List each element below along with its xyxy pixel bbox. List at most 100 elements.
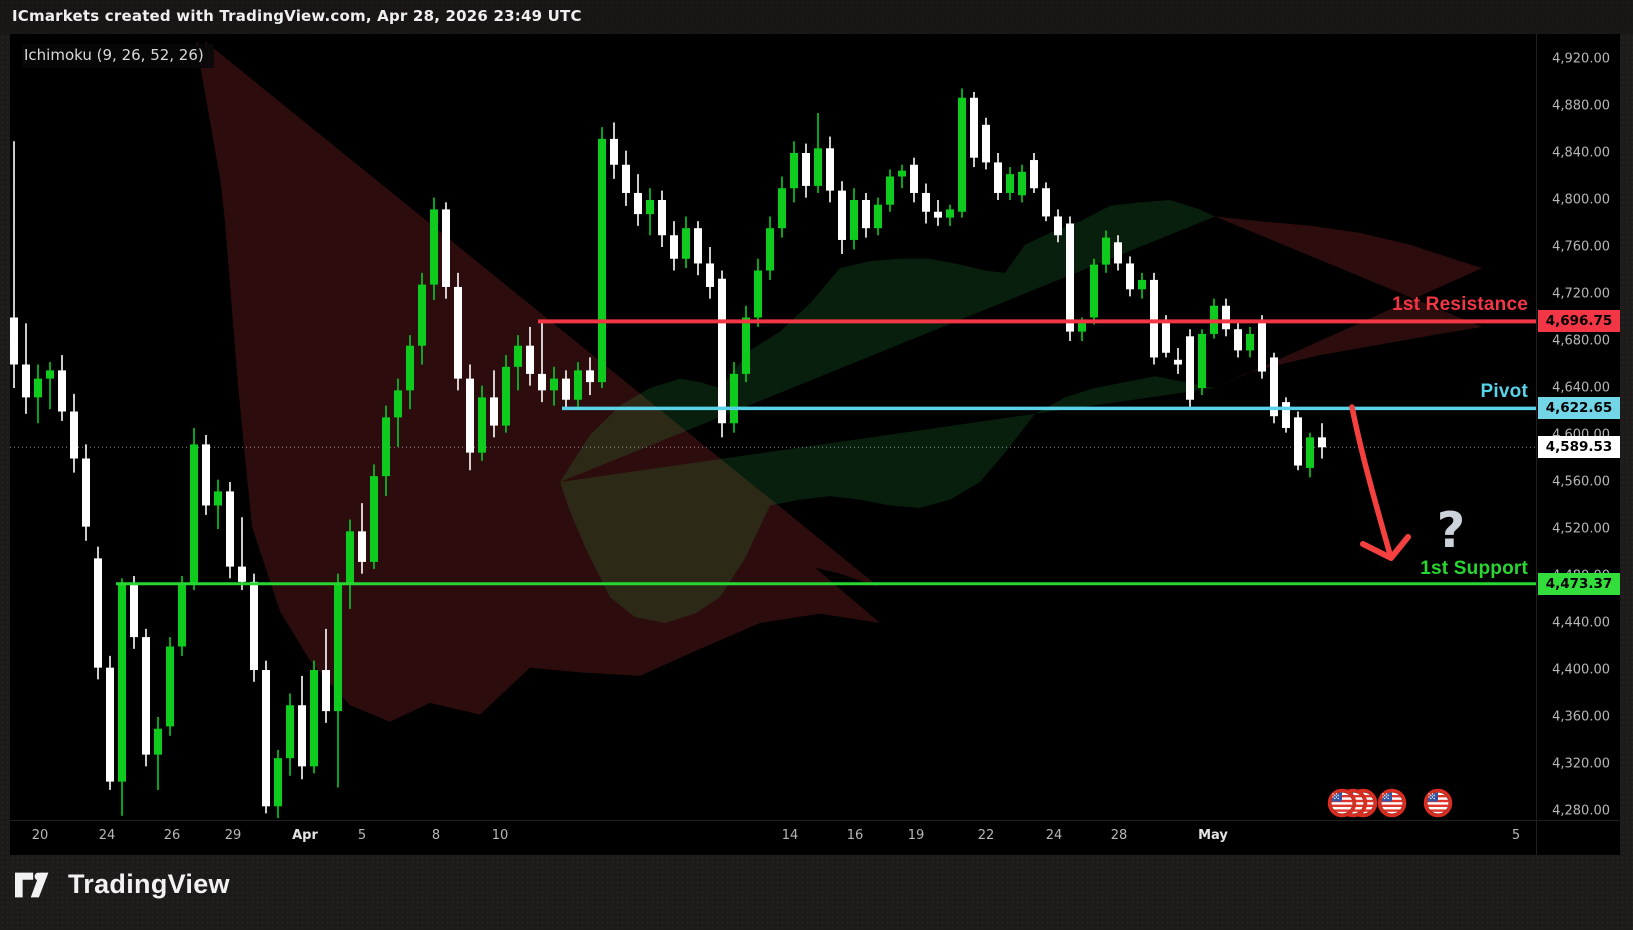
candle-body-down (322, 670, 330, 712)
candle-body-down (838, 190, 846, 240)
candle-body-down (1066, 223, 1074, 332)
candle-body-down (694, 228, 702, 264)
price-tick: 4,640.00 (1552, 380, 1610, 396)
candle-body-up (958, 97, 966, 212)
candle-body-down (1294, 417, 1302, 466)
price-axis-border (1536, 34, 1537, 855)
candle-body-down (70, 411, 78, 459)
candle-body-down (1114, 242, 1122, 264)
candle-body-up (166, 646, 174, 727)
down-arrow-head (1360, 534, 1411, 561)
candle-body-down (622, 164, 630, 193)
candle-body-down (718, 278, 726, 424)
time-tick: May (1198, 828, 1228, 843)
candle-body-up (286, 705, 294, 759)
candle-body-up (1102, 237, 1110, 265)
candle-body-down (22, 364, 30, 398)
support-label[interactable]: 1st Support (1420, 557, 1528, 579)
price-tick: 4,720.00 (1552, 286, 1610, 302)
candle-body-up (1090, 264, 1098, 318)
us-flag-event-icon[interactable] (1327, 788, 1357, 818)
candle-body-up (1138, 279, 1146, 290)
candle-body-down (238, 566, 246, 582)
candle-body-down (466, 378, 474, 453)
price-axis[interactable]: 4,920.00 4,880.00 4,840.00 4,800.00 4,760.00… (1536, 34, 1620, 820)
candle-body-down (1054, 216, 1062, 236)
resistance-label[interactable]: 1st Resistance (1392, 294, 1528, 316)
candle-body-down (58, 370, 66, 412)
candle-body-up (34, 378, 42, 398)
us-flag-event-icon[interactable] (1423, 788, 1453, 818)
candle-body-down (934, 211, 942, 218)
candle-body-down (358, 531, 366, 562)
price-tick: 4,560.00 (1552, 474, 1610, 490)
price-tick: 4,920.00 (1552, 51, 1610, 67)
candle-body-down (94, 558, 102, 668)
candle-body-up (406, 345, 414, 391)
chart-title: ICmarkets created with TradingView.com, … (12, 7, 582, 25)
us-flag-event-icon[interactable] (1377, 788, 1407, 818)
question-mark-annotation[interactable]: ? (1436, 502, 1466, 559)
time-tick: 19 (907, 828, 925, 843)
candle-body-up (46, 370, 54, 379)
candle-body-down (250, 581, 258, 670)
pivot-price-badge: 4,622.65 (1538, 397, 1620, 420)
price-tick: 4,880.00 (1552, 98, 1610, 114)
tradingview-logo-text: TradingView (68, 869, 230, 899)
candle-body-up (790, 153, 798, 189)
indicator-legend[interactable]: Ichimoku (9, 26, 52, 26) (22, 44, 214, 68)
candle-body-down (802, 153, 810, 186)
candle-body-down (130, 584, 138, 638)
candle-body-down (610, 138, 618, 165)
candle-body-up (946, 209, 954, 218)
down-arrow-shaft[interactable] (1349, 404, 1394, 561)
chart-canvas[interactable] (10, 34, 1620, 855)
candle-body-down (1030, 160, 1038, 189)
candle-body-down (454, 286, 462, 379)
candle-body-up (1078, 322, 1086, 332)
candle-body-up (898, 170, 906, 177)
time-tick: 22 (977, 828, 995, 843)
support-price-badge: 4,473.37 (1538, 572, 1620, 595)
candle-body-down (442, 209, 450, 287)
resistance-price-badge: 4,696.75 (1538, 310, 1620, 333)
candle-body-up (178, 584, 186, 647)
candle-body-down (970, 97, 978, 158)
candle-body-down (634, 192, 642, 215)
candle-body-down (1258, 319, 1266, 372)
time-tick: 28 (1110, 828, 1128, 843)
candle-body-up (874, 204, 882, 229)
time-tick: 5 (1511, 828, 1521, 843)
candle-body-up (334, 584, 342, 712)
candle-body-down (106, 667, 114, 782)
candle-body-up (274, 758, 282, 807)
time-tick: 20 (31, 828, 49, 843)
candle-body-down (1186, 336, 1194, 400)
time-tick: 24 (98, 828, 116, 843)
candle-body-up (502, 366, 510, 426)
candle-body-down (142, 637, 150, 755)
price-tick: 4,400.00 (1552, 662, 1610, 678)
candle-body-down (1234, 329, 1242, 351)
time-tick: 14 (781, 828, 799, 843)
candle-body-up (550, 378, 558, 391)
price-tick: 4,840.00 (1552, 145, 1610, 161)
price-tick: 4,760.00 (1552, 239, 1610, 255)
price-tick: 4,680.00 (1552, 333, 1610, 349)
time-tick: 29 (224, 828, 242, 843)
candle-body-up (646, 200, 654, 215)
candle-body-up (214, 491, 222, 506)
candle-body-down (1270, 357, 1278, 417)
candle-body-down (982, 124, 990, 163)
time-tick: 26 (163, 828, 181, 843)
chart-area[interactable]: Ichimoku (9, 26, 52, 26) 4,920.00 4,880.0… (10, 34, 1620, 855)
price-tick: 4,440.00 (1552, 615, 1610, 631)
candle-body-up (814, 148, 822, 186)
pivot-label[interactable]: Pivot (1480, 381, 1528, 403)
price-tick: 4,800.00 (1552, 192, 1610, 208)
candle-body-down (706, 263, 714, 287)
time-axis[interactable]: 20 24 26 29 Apr 5 8 10 14 16 19 22 24 28 May 5 (10, 820, 1620, 854)
candle-body-up (742, 317, 750, 374)
price-tick: 4,360.00 (1552, 709, 1610, 725)
